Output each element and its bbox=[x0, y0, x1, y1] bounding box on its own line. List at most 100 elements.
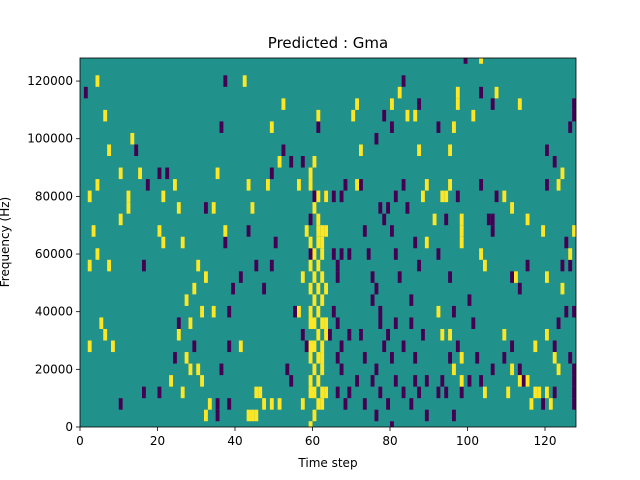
high-cell-70 bbox=[308, 167, 313, 180]
high-cell-124 bbox=[417, 144, 422, 157]
high-cell-76 bbox=[320, 271, 325, 283]
high-cell-96 bbox=[324, 225, 329, 237]
low-cell-137 bbox=[564, 305, 569, 318]
high-cell-88 bbox=[308, 317, 313, 329]
high-cell-39 bbox=[254, 386, 259, 399]
y-tick-label-2: 40000 bbox=[35, 305, 73, 319]
high-cell-12 bbox=[91, 225, 96, 237]
high-cell-56 bbox=[316, 328, 321, 341]
low-cell-93 bbox=[390, 421, 394, 427]
high-cell-80 bbox=[320, 352, 325, 364]
low-cell-3 bbox=[134, 144, 139, 157]
high-cell-156 bbox=[529, 398, 534, 410]
low-cell-50 bbox=[405, 202, 410, 214]
low-cell-26 bbox=[300, 328, 305, 341]
low-cell-140 bbox=[572, 375, 576, 387]
low-cell-157 bbox=[475, 352, 480, 364]
high-cell-37 bbox=[204, 409, 208, 422]
x-axis-label: Time step bbox=[297, 456, 357, 470]
high-cell-85 bbox=[308, 375, 313, 387]
high-cell-118 bbox=[351, 109, 356, 122]
low-cell-39 bbox=[339, 248, 344, 260]
low-cell-13 bbox=[176, 317, 181, 329]
low-cell-149 bbox=[502, 352, 507, 364]
high-cell-62 bbox=[316, 259, 321, 272]
low-cell-108 bbox=[479, 179, 484, 191]
low-cell-136 bbox=[552, 340, 557, 353]
low-cell-6 bbox=[145, 179, 150, 191]
high-cell-77 bbox=[320, 294, 325, 306]
low-cell-69 bbox=[339, 363, 344, 376]
high-cell-64 bbox=[316, 236, 321, 249]
low-cell-76 bbox=[382, 340, 387, 353]
low-cell-105 bbox=[486, 213, 491, 226]
high-cell-14 bbox=[161, 236, 166, 249]
low-cell-119 bbox=[568, 121, 573, 133]
high-cell-78 bbox=[320, 317, 325, 329]
high-cell-68 bbox=[316, 190, 321, 203]
high-cell-172 bbox=[471, 109, 476, 122]
high-cell-10 bbox=[126, 202, 131, 214]
low-cell-12 bbox=[227, 305, 232, 318]
high-cell-79 bbox=[320, 340, 325, 353]
high-cell-110 bbox=[176, 202, 181, 214]
high-cell-50 bbox=[316, 398, 321, 410]
low-cell-47 bbox=[393, 248, 398, 260]
low-cell-82 bbox=[378, 386, 383, 399]
low-cell-90 bbox=[343, 398, 348, 410]
high-cell-60 bbox=[316, 282, 321, 295]
plot-background bbox=[80, 58, 576, 427]
high-cell-6 bbox=[138, 167, 143, 180]
high-cell-44 bbox=[254, 409, 259, 422]
high-cell-149 bbox=[510, 363, 515, 376]
low-cell-35 bbox=[359, 179, 363, 191]
low-cell-91 bbox=[362, 398, 367, 410]
high-cell-104 bbox=[300, 271, 305, 283]
low-cell-143 bbox=[568, 352, 573, 364]
high-cell-40 bbox=[258, 386, 263, 399]
low-cell-124 bbox=[490, 98, 495, 110]
low-cell-107 bbox=[494, 190, 499, 203]
high-cell-117 bbox=[359, 144, 363, 157]
low-cell-59 bbox=[386, 328, 391, 341]
low-cell-11 bbox=[231, 282, 236, 295]
high-cell-136 bbox=[525, 213, 530, 226]
high-cell-28 bbox=[176, 328, 181, 341]
low-cell-116 bbox=[545, 179, 549, 191]
low-cell-122 bbox=[463, 58, 468, 64]
low-cell-120 bbox=[572, 109, 576, 122]
high-cell-93 bbox=[324, 328, 329, 341]
low-cell-9 bbox=[246, 225, 251, 237]
high-cell-8 bbox=[87, 190, 92, 203]
low-cell-87 bbox=[417, 386, 422, 399]
high-cell-129 bbox=[459, 213, 464, 226]
high-cell-25 bbox=[188, 317, 193, 329]
low-cell-49 bbox=[401, 179, 406, 191]
low-cell-88 bbox=[424, 375, 429, 387]
low-cell-74 bbox=[362, 352, 367, 364]
high-cell-155 bbox=[548, 398, 553, 410]
high-cell-98 bbox=[297, 179, 301, 191]
low-cell-147 bbox=[517, 363, 522, 376]
high-cell-61 bbox=[312, 271, 317, 283]
low-cell-57 bbox=[378, 305, 383, 318]
low-cell-148 bbox=[510, 340, 515, 353]
low-cell-81 bbox=[370, 375, 375, 387]
low-cell-2 bbox=[219, 121, 224, 133]
low-cell-46 bbox=[390, 225, 394, 237]
low-cell-150 bbox=[490, 363, 495, 376]
high-cell-128 bbox=[448, 179, 453, 191]
high-cell-97 bbox=[324, 190, 329, 203]
high-cell-52 bbox=[316, 375, 321, 387]
low-cell-139 bbox=[572, 363, 576, 376]
high-cell-20 bbox=[204, 271, 208, 283]
low-cell-22 bbox=[227, 398, 232, 410]
y-tick-label-1: 20000 bbox=[35, 362, 73, 376]
high-cell-148 bbox=[533, 340, 538, 353]
low-cell-16 bbox=[173, 352, 177, 364]
high-cell-161 bbox=[459, 352, 464, 364]
high-cell-99 bbox=[304, 225, 309, 237]
low-cell-110 bbox=[510, 271, 515, 283]
high-cell-83 bbox=[320, 398, 325, 410]
